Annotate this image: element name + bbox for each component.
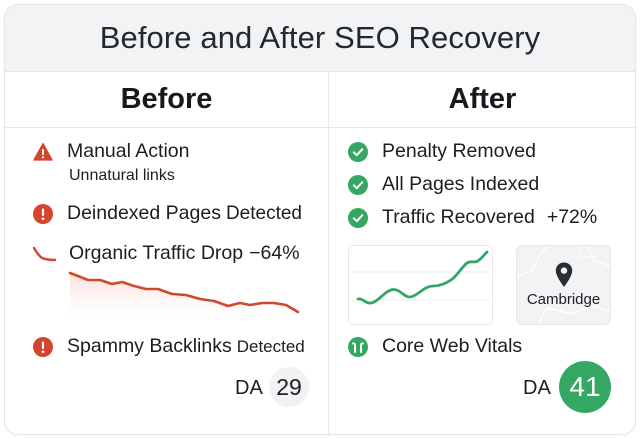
before-item-deindexed: Deindexed Pages Detected	[33, 202, 302, 225]
title-bar: Before and After SEO Recovery	[5, 5, 635, 72]
map-pin-icon	[555, 262, 573, 287]
after-da-label: DA	[523, 377, 551, 399]
before-item-manual-action: Manual Action	[33, 140, 190, 163]
pages-indexed-label: All Pages Indexed	[382, 173, 540, 195]
column-divider	[328, 72, 329, 434]
map-location-label: Cambridge	[526, 291, 601, 308]
after-da-badge: 41	[559, 361, 611, 413]
location-map-tile[interactable]: Cambridge	[516, 245, 611, 325]
after-heading: After	[448, 83, 517, 115]
penalty-removed-label: Penalty Removed	[382, 140, 536, 162]
check-circle-icon	[348, 174, 368, 195]
map-background	[517, 246, 610, 324]
core-web-vitals-label: Core Web Vitals	[382, 335, 523, 357]
deindexed-suffix: Detected	[225, 202, 302, 224]
trend-down-icon	[33, 246, 57, 261]
seo-comparison-card: Before and After SEO Recovery Before Aft…	[4, 4, 636, 435]
manual-action-sublabel: Unnatural links	[69, 167, 175, 184]
before-da-value: 29	[276, 373, 302, 400]
after-item-penalty-removed: Penalty Removed	[348, 140, 536, 163]
before-da-badge: 29	[269, 367, 309, 407]
traffic-drop-chart	[68, 271, 300, 324]
before-heading: Before	[120, 83, 213, 115]
check-circle-icon	[348, 141, 368, 162]
after-column-header: After	[328, 72, 635, 128]
manual-action-label: Manual Action	[67, 140, 190, 162]
recovery-line-chart	[352, 250, 489, 305]
check-circle-icon	[348, 207, 368, 228]
deindexed-label: Deindexed Pages	[67, 202, 221, 224]
before-column-header: Before	[5, 72, 328, 128]
traffic-recovery-chart	[348, 245, 493, 325]
page-title: Before and After SEO Recovery	[99, 20, 541, 55]
before-da-label: DA	[235, 377, 263, 399]
traffic-drop-label: Organic Traffic Drop	[69, 242, 244, 264]
after-da-value: 41	[569, 371, 601, 402]
before-item-spammy-backlinks: Spammy Backlinks Detected	[33, 335, 305, 358]
after-item-pages-indexed: All Pages Indexed	[348, 173, 539, 196]
alert-circle-icon	[33, 336, 53, 357]
vitals-icon	[348, 336, 368, 357]
traffic-recovered-value: +72%	[546, 206, 598, 228]
spammy-backlinks-suffix: Detected	[236, 336, 305, 356]
after-item-traffic-recovered: Traffic Recovered +72%	[348, 206, 597, 229]
alert-circle-icon	[33, 203, 53, 224]
traffic-recovered-label: Traffic Recovered	[382, 206, 535, 228]
traffic-drop-value: −64%	[249, 242, 300, 264]
after-item-core-web-vitals: Core Web Vitals	[348, 335, 522, 358]
before-item-traffic-drop: Organic Traffic Drop −64%	[33, 242, 300, 265]
spammy-backlinks-label: Spammy Backlinks	[67, 335, 232, 357]
warning-triangle-icon	[33, 142, 53, 161]
